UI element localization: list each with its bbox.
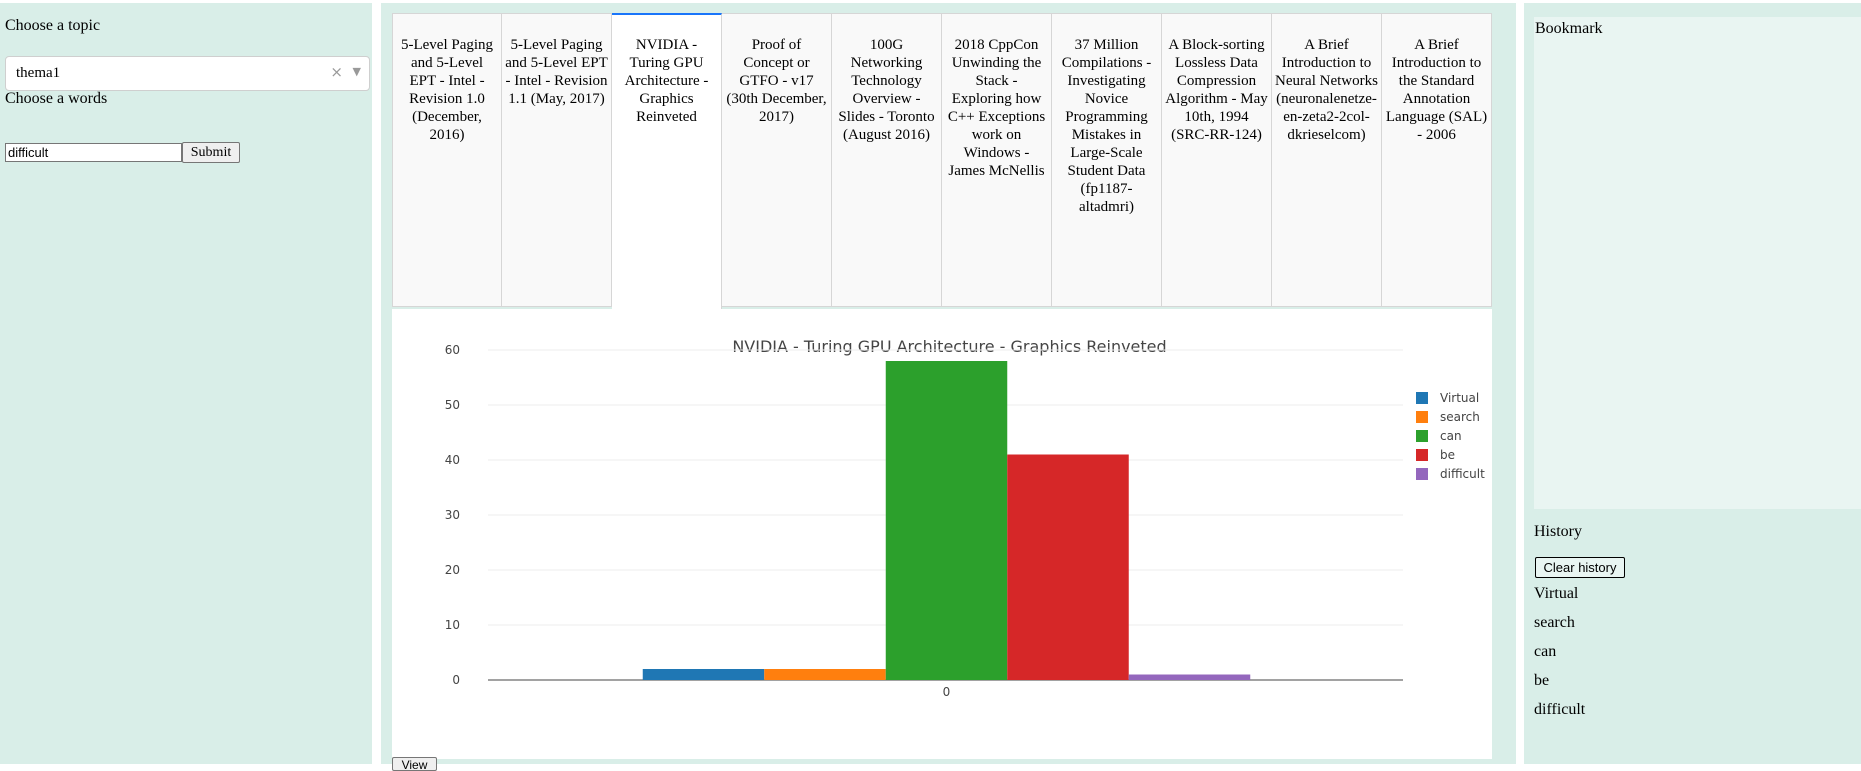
tab-label: 37 Million Compilations - Investigating … xyxy=(1061,37,1152,215)
legend-swatch xyxy=(1416,449,1428,461)
view-button[interactable]: View xyxy=(392,757,437,771)
tab-label: A Brief Introduction to Neural Networks … xyxy=(1275,37,1378,143)
tab-label: NVIDIA - Turing GPU Architecture - Graph… xyxy=(624,37,709,125)
tab-4[interactable]: 100G Networking Technology Overview - Sl… xyxy=(832,13,942,307)
bookmark-title: Bookmark xyxy=(1535,20,1603,37)
history-item[interactable]: can xyxy=(1534,643,1557,660)
bookmark-area xyxy=(1534,17,1861,509)
tab-8[interactable]: A Brief Introduction to Neural Networks … xyxy=(1272,13,1382,307)
tab-1[interactable]: 5-Level Paging and 5-Level EPT - Intel -… xyxy=(502,13,612,307)
x-tick-label: 0 xyxy=(943,685,951,699)
bar-search xyxy=(764,669,886,680)
word-input[interactable] xyxy=(5,143,182,162)
bar-difficult xyxy=(1128,674,1251,680)
topic-label: Choose a topic xyxy=(5,17,101,34)
y-tick-label: 40 xyxy=(445,453,460,467)
tab-7[interactable]: A Block-sorting Lossless Data Compressio… xyxy=(1162,13,1272,307)
tab-2[interactable]: NVIDIA - Turing GPU Architecture - Graph… xyxy=(612,13,722,309)
chart-title: NVIDIA - Turing GPU Architecture - Graph… xyxy=(732,337,1166,356)
legend-swatch xyxy=(1416,411,1428,423)
tab-label: 5-Level Paging and 5-Level EPT - Intel -… xyxy=(505,37,608,107)
legend-swatch xyxy=(1416,468,1428,480)
bar-chart: NVIDIA - Turing GPU Architecture - Graph… xyxy=(445,337,1485,699)
words-label: Choose a words xyxy=(5,90,108,107)
legend-label: be xyxy=(1440,448,1455,462)
tab-5[interactable]: 2018 CppCon Unwinding the Stack - Explor… xyxy=(942,13,1052,307)
bar-can xyxy=(885,361,1008,680)
tab-9[interactable]: A Brief Introduction to the Standard Ann… xyxy=(1382,13,1492,307)
right-panel: Bookmark History Clear history Virtual se… xyxy=(1524,3,1861,764)
legend-label: search xyxy=(1440,410,1480,424)
bar-be xyxy=(1007,454,1129,680)
history-item[interactable]: search xyxy=(1534,614,1575,631)
clear-icon[interactable]: × xyxy=(330,63,343,81)
legend-label: difficult xyxy=(1440,467,1485,481)
tab-label: 2018 CppCon Unwinding the Stack - Explor… xyxy=(947,37,1046,179)
legend-swatch xyxy=(1416,430,1428,442)
history-item[interactable]: Virtual xyxy=(1534,585,1579,602)
chart-container: NVIDIA - Turing GPU Architecture - Graph… xyxy=(392,309,1492,759)
bar-Virtual xyxy=(642,669,765,680)
tab-label: A Brief Introduction to the Standard Ann… xyxy=(1385,37,1488,143)
legend-label: can xyxy=(1440,429,1462,443)
tab-3[interactable]: Proof of Concept or GTFO - v17 (30th Dec… xyxy=(722,13,832,307)
topic-dropdown[interactable]: thema1 × ▼ xyxy=(5,56,370,91)
tab-label: Proof of Concept or GTFO - v17 (30th Dec… xyxy=(726,37,827,125)
history-item[interactable]: difficult xyxy=(1534,701,1586,718)
tab-label: 5-Level Paging and 5-Level EPT - Intel -… xyxy=(400,37,494,143)
y-tick-label: 20 xyxy=(445,563,460,577)
history-item[interactable]: be xyxy=(1534,672,1550,689)
tab-label: 100G Networking Technology Overview - Sl… xyxy=(838,37,935,143)
tab-0[interactable]: 5-Level Paging and 5-Level EPT - Intel -… xyxy=(392,13,502,307)
y-tick-label: 0 xyxy=(452,673,460,687)
y-tick-label: 60 xyxy=(445,343,460,357)
tab-6[interactable]: 37 Million Compilations - Investigating … xyxy=(1052,13,1162,307)
tab-label: A Block-sorting Lossless Data Compressio… xyxy=(1165,37,1268,143)
chevron-down-icon[interactable]: ▼ xyxy=(352,65,361,78)
clear-history-button[interactable]: Clear history xyxy=(1535,557,1625,578)
y-tick-label: 10 xyxy=(445,618,460,632)
left-panel: Choose a topic thema1 × ▼ Choose a words… xyxy=(0,3,372,764)
y-tick-label: 30 xyxy=(445,508,460,522)
document-tabs: 5-Level Paging and 5-Level EPT - Intel -… xyxy=(392,13,1492,309)
legend-label: Virtual xyxy=(1440,391,1479,405)
center-panel: 5-Level Paging and 5-Level EPT - Intel -… xyxy=(381,3,1516,771)
submit-button[interactable]: Submit xyxy=(182,142,240,163)
legend-swatch xyxy=(1416,392,1428,404)
topic-selected-value: thema1 xyxy=(16,65,61,81)
history-title: History xyxy=(1534,523,1582,540)
y-tick-label: 50 xyxy=(445,398,460,412)
